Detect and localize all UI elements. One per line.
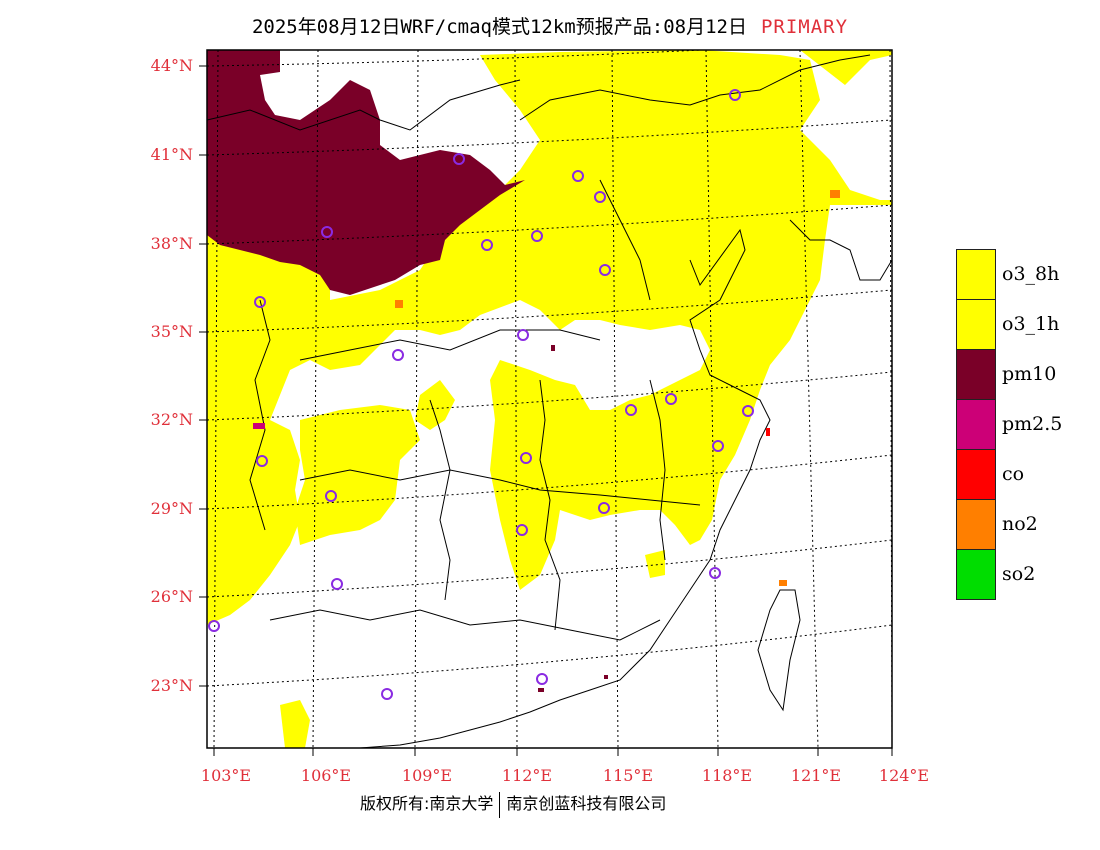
o3-region-sichuan (295, 405, 420, 545)
map-title: 2025年08月12日WRF/cmaq模式12km预报产品:08月12日 PRIM… (0, 12, 1100, 39)
legend-label: o3_1h (1002, 313, 1060, 335)
legend: o3_8h o3_1h pm10 pm2.5 co no2 so2 (956, 249, 1096, 600)
o3-region-sw (207, 330, 250, 625)
legend-swatch (956, 249, 996, 300)
lat-label: 35°N (151, 322, 193, 341)
legend-item-co: co (956, 449, 1096, 500)
legend-label: pm10 (1002, 363, 1057, 385)
o3-region-se (645, 550, 665, 578)
lat-label: 44°N (151, 56, 193, 75)
lon-label: 103°E (201, 766, 251, 785)
lat-label: 32°N (151, 410, 193, 429)
title-text: 2025年08月12日WRF/cmaq模式12km预报产品:08月12日 (251, 16, 747, 38)
lat-label: 38°N (151, 234, 193, 253)
o3-region-hubei (415, 380, 455, 430)
pm10-region (207, 50, 525, 295)
legend-swatch (956, 499, 996, 550)
legend-item-pm25: pm2.5 (956, 399, 1096, 450)
legend-label: o3_8h (1002, 263, 1060, 285)
lon-label: 124°E (879, 766, 929, 785)
legend-swatch (956, 349, 996, 400)
o3-region-yunnan (280, 700, 310, 748)
copyright-left: 版权所有:南京大学 (360, 794, 494, 813)
legend-label: no2 (1002, 513, 1038, 535)
legend-item-so2: so2 (956, 549, 1096, 600)
copyright-right: 南京创蓝科技有限公司 (506, 794, 667, 813)
copyright-footer: 版权所有:南京大学 南京创蓝科技有限公司 (360, 790, 666, 818)
legend-label: so2 (1002, 563, 1036, 585)
lat-label: 26°N (151, 587, 193, 606)
legend-label: co (1002, 463, 1025, 485)
map-area (207, 50, 892, 748)
o3-region-north (207, 50, 892, 625)
pollutant-dots (253, 190, 840, 692)
boundaries (207, 54, 892, 748)
legend-item-o3-1h: o3_1h (956, 299, 1096, 350)
legend-swatch (956, 399, 996, 450)
lon-label: 115°E (603, 766, 653, 785)
legend-label: pm2.5 (1002, 413, 1063, 435)
title-mode: PRIMARY (760, 16, 849, 38)
map-frame (206, 49, 893, 749)
lat-label: 29°N (151, 499, 193, 518)
legend-item-pm10: pm10 (956, 349, 1096, 400)
lat-label: 41°N (151, 145, 193, 164)
legend-swatch (956, 449, 996, 500)
lon-label: 118°E (702, 766, 752, 785)
latitude-labels: 44°N 41°N 38°N 35°N 32°N 29°N 26°N 23°N (151, 56, 193, 695)
footer-divider (499, 791, 501, 818)
lon-label: 109°E (402, 766, 452, 785)
legend-swatch (956, 549, 996, 600)
axis-ticks (199, 65, 893, 756)
lon-label: 121°E (791, 766, 841, 785)
legend-item-no2: no2 (956, 499, 1096, 550)
longitude-labels: 103°E 106°E 109°E 112°E 115°E 118°E 121°… (201, 766, 929, 785)
lat-label: 23°N (151, 676, 193, 695)
monitoring-stations (208, 89, 754, 700)
legend-item-o3-8h: o3_8h (956, 249, 1096, 300)
lon-label: 112°E (502, 766, 552, 785)
legend-swatch (956, 299, 996, 350)
lon-label: 106°E (301, 766, 351, 785)
